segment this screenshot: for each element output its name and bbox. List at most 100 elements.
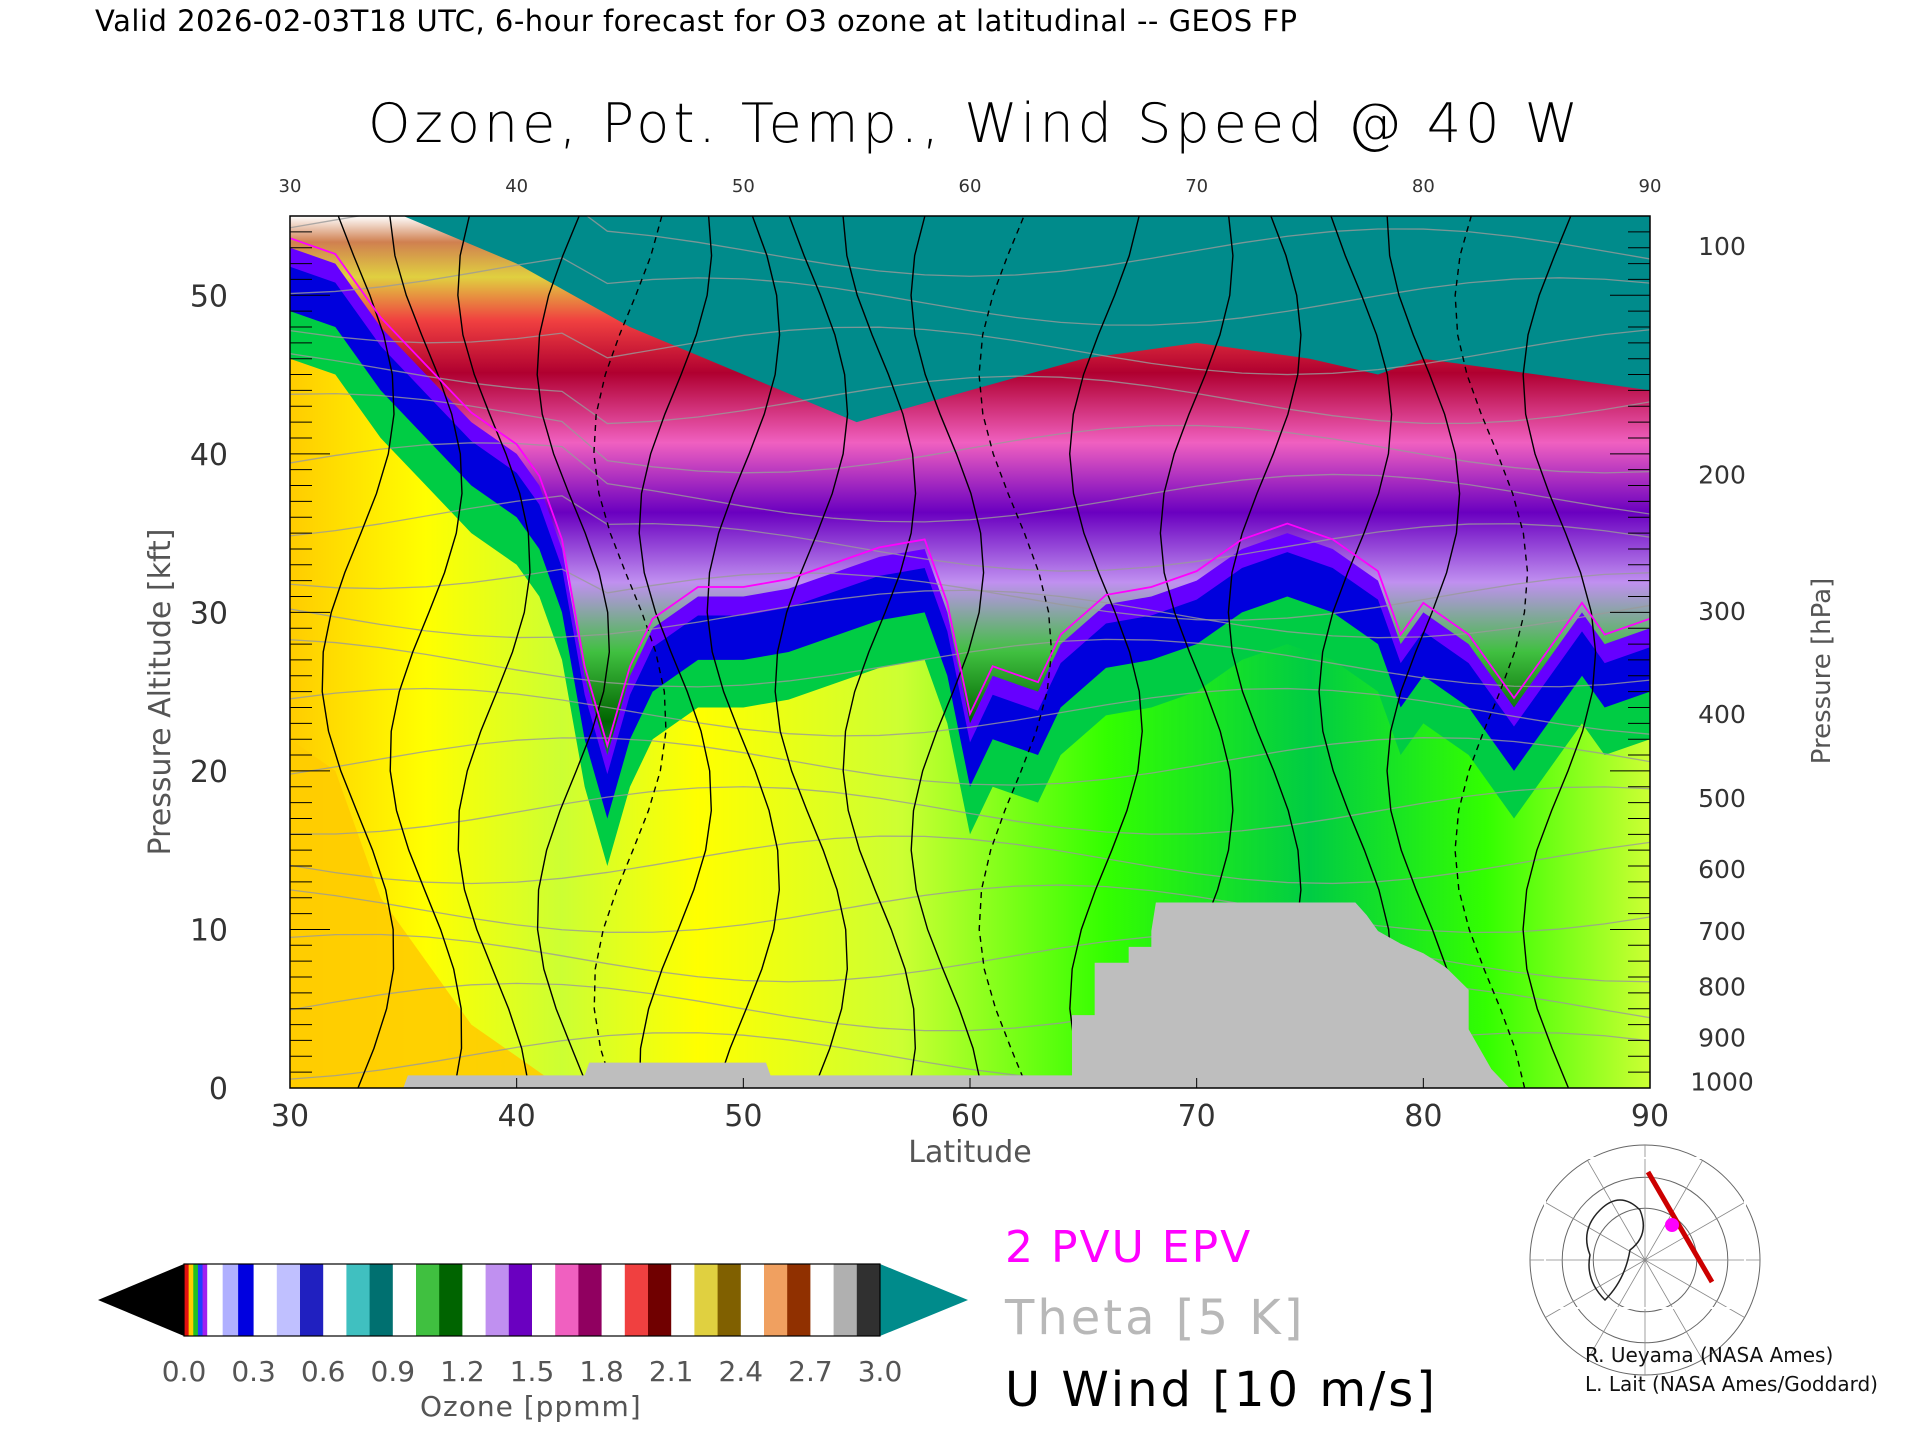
pressure-tick-label: 100 [1698, 232, 1746, 261]
chart-title: Ozone, Pot. Temp., Wind Speed @ 40 W [367, 92, 1582, 155]
pressure-tick-label: 800 [1698, 973, 1746, 1002]
colorbar-cell [193, 1264, 199, 1336]
colorbar-cell [648, 1264, 672, 1336]
pressure-tick-label: 1000 [1690, 1068, 1754, 1097]
theta-contour [290, 638, 1650, 688]
top-x-tick-label: 90 [1639, 176, 1662, 197]
colorbar-frame [183, 1263, 881, 1337]
colorbar-cell [238, 1264, 255, 1336]
colorbar-cell [346, 1264, 371, 1336]
theta-contour [290, 835, 1650, 885]
colorbar-tick-label: 1.5 [509, 1355, 555, 1388]
colorbar-tick-label: 2.1 [648, 1355, 694, 1388]
inset-meridian [1644, 1259, 1703, 1360]
colorbar-cell [300, 1264, 324, 1336]
u-wind-contour [638, 216, 713, 1088]
theta-contour [290, 353, 1650, 425]
y-tick-label: 40 [190, 438, 228, 473]
u-wind-contour [457, 216, 531, 1088]
inset-location-marker [1665, 1218, 1679, 1232]
top-x-tick-label: 40 [505, 176, 528, 197]
colorbar-cell [416, 1264, 440, 1336]
inset-meridian [1644, 1160, 1703, 1261]
pressure-tick-label: 600 [1698, 855, 1746, 884]
colorbar-tick-label: 0.6 [300, 1355, 346, 1388]
u-wind-contour [1386, 216, 1461, 1088]
colorbar-tick-label: 3.0 [857, 1355, 903, 1388]
inset-meridian [1644, 1202, 1745, 1261]
colorbar-tick-label: 1.2 [440, 1355, 485, 1388]
surface-terrain [290, 902, 1650, 1088]
u-wind-contour [1454, 216, 1529, 1088]
u-wind-contour [593, 216, 667, 1088]
colorbar-cell [188, 1264, 194, 1336]
top-x-tick-label: 80 [1412, 176, 1435, 197]
top-x-tick-label: 70 [1185, 176, 1208, 197]
y-tick-label: 30 [190, 596, 228, 631]
y-axis-label: Pressure Altitude [kft] [143, 529, 178, 856]
theta-contour [290, 257, 1650, 326]
colorbar-cell [462, 1264, 487, 1336]
colorbar-under-arrow [98, 1264, 184, 1336]
colorbar-cell [508, 1264, 533, 1336]
x-tick-label: 40 [498, 1099, 536, 1134]
inset-meridian [1587, 1160, 1646, 1261]
colorbar-cell [810, 1264, 835, 1336]
low-latitude-ozone-region [290, 739, 562, 1088]
colorbar-cell [323, 1264, 347, 1336]
u-wind-contour [842, 216, 917, 1088]
plot-clip-group [290, 216, 1650, 1088]
colorbar-cell [439, 1264, 463, 1336]
colorbar-cell [601, 1264, 626, 1336]
pressure-tick-label: 700 [1698, 917, 1746, 946]
colorbar-cell [253, 1264, 278, 1336]
colorbar-cell [694, 1264, 719, 1336]
ozone-over-range-region [290, 216, 1650, 423]
colorbar-cell [276, 1264, 301, 1336]
u-wind-contour [774, 216, 849, 1088]
colorbar-label: Ozone [ppmm] [420, 1390, 642, 1423]
colorbar-tick-label: 0.0 [161, 1355, 207, 1388]
pressure-tick-label: 300 [1698, 597, 1746, 626]
colorbar-cell [717, 1264, 742, 1336]
top-x-tick-label: 30 [279, 176, 302, 197]
y-tick-label: 50 [190, 279, 228, 314]
forecast-header: Valid 2026-02-03T18 UTC, 6-hour forecast… [95, 4, 1298, 38]
colorbar-tick-label: 0.3 [231, 1355, 276, 1388]
colorbar-cell [202, 1264, 208, 1336]
top-x-tick-label: 60 [959, 176, 982, 197]
colorbar [98, 1263, 968, 1337]
pressure-tick-label: 400 [1698, 700, 1746, 729]
credit-line-2: L. Lait (NASA Ames/Goddard) [1585, 1372, 1878, 1396]
y2-axis-label: Pressure [hPa] [1807, 578, 1837, 765]
u-wind-contour [389, 216, 463, 1088]
pressure-tick-label: 500 [1698, 784, 1746, 813]
inset-meridian [1545, 1202, 1646, 1261]
theta-contour [290, 392, 1650, 474]
colorbar-tick-label: 2.4 [718, 1355, 764, 1388]
colorbar-cell [207, 1264, 224, 1336]
pressure-tick-label: 200 [1698, 460, 1746, 489]
inset-coastline [1585, 1199, 1645, 1302]
y-tick-label: 0 [209, 1072, 228, 1107]
x-axis-label: Latitude [908, 1135, 1031, 1170]
u-wind-contour [1069, 216, 1143, 1088]
colorbar-cell [392, 1264, 417, 1336]
colorbar-tick-label: 2.7 [788, 1355, 833, 1388]
inset-map [1529, 1144, 1761, 1376]
colorbar-cell [740, 1264, 765, 1336]
theta-contour [290, 687, 1650, 737]
u-wind-contour [706, 216, 781, 1088]
u-wind-contour [536, 216, 611, 1088]
u-wind-contour [910, 216, 985, 1088]
colorbar-cell [197, 1264, 204, 1336]
x-tick-label: 30 [271, 1099, 309, 1134]
x-tick-label: 70 [1178, 1099, 1216, 1134]
y-tick-label: 10 [190, 913, 228, 948]
theta-contour [290, 884, 1650, 934]
colorbar-cell [764, 1264, 788, 1336]
colorbar-cell [856, 1264, 881, 1336]
x-tick-label: 90 [1631, 1099, 1669, 1134]
colorbar-cell [833, 1264, 858, 1336]
colorbar-cell [369, 1264, 394, 1336]
